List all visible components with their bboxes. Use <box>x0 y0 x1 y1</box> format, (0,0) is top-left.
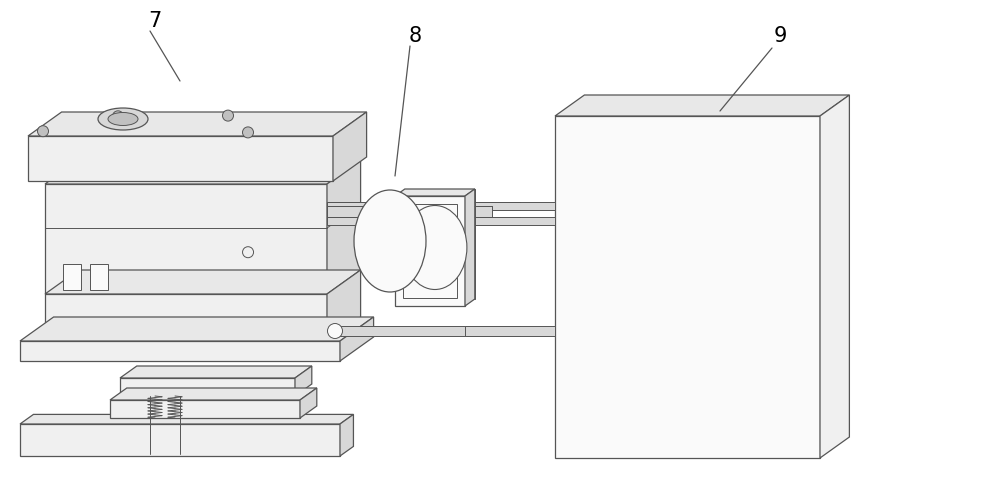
Text: 9: 9 <box>773 26 787 46</box>
Polygon shape <box>20 317 374 341</box>
Polygon shape <box>403 204 457 298</box>
Polygon shape <box>45 160 361 184</box>
Polygon shape <box>63 264 81 290</box>
Polygon shape <box>300 388 317 418</box>
Ellipse shape <box>354 190 426 292</box>
Circle shape <box>112 111 124 122</box>
Polygon shape <box>555 95 849 116</box>
Polygon shape <box>20 415 353 424</box>
Polygon shape <box>395 189 475 196</box>
Circle shape <box>222 110 234 121</box>
Polygon shape <box>465 189 475 306</box>
Polygon shape <box>110 388 317 400</box>
Circle shape <box>328 324 342 339</box>
Polygon shape <box>28 136 333 181</box>
Polygon shape <box>120 378 295 396</box>
Polygon shape <box>120 366 312 378</box>
Ellipse shape <box>108 112 138 125</box>
Polygon shape <box>90 264 108 290</box>
Polygon shape <box>465 326 555 336</box>
Polygon shape <box>340 317 374 361</box>
Circle shape <box>243 127 254 138</box>
Polygon shape <box>45 270 361 294</box>
Polygon shape <box>333 112 367 181</box>
Polygon shape <box>555 116 820 458</box>
Polygon shape <box>327 206 492 217</box>
Polygon shape <box>405 189 475 299</box>
Polygon shape <box>45 184 327 294</box>
Polygon shape <box>340 415 353 456</box>
Polygon shape <box>28 112 367 136</box>
Polygon shape <box>395 196 465 306</box>
Polygon shape <box>327 270 361 341</box>
Polygon shape <box>465 202 555 210</box>
Ellipse shape <box>98 108 148 130</box>
Polygon shape <box>327 217 520 225</box>
Polygon shape <box>327 202 520 210</box>
Polygon shape <box>327 160 361 294</box>
Ellipse shape <box>403 206 467 290</box>
Polygon shape <box>337 326 520 336</box>
Polygon shape <box>20 424 340 456</box>
Polygon shape <box>820 95 849 458</box>
Polygon shape <box>20 341 340 361</box>
Text: 8: 8 <box>408 26 422 46</box>
Circle shape <box>38 126 49 137</box>
Polygon shape <box>465 217 555 225</box>
Polygon shape <box>110 400 300 418</box>
Text: 7: 7 <box>148 11 162 31</box>
Polygon shape <box>295 366 312 396</box>
Polygon shape <box>45 294 327 341</box>
